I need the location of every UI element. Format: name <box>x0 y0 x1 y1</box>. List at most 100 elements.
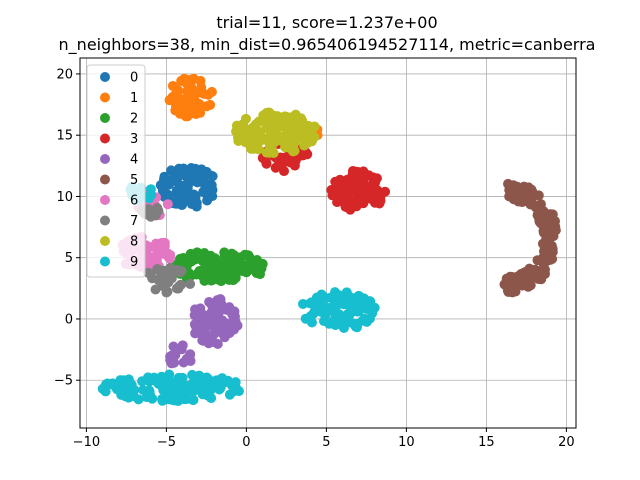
data-point <box>338 318 349 329</box>
data-point <box>300 138 311 149</box>
data-point <box>342 309 353 320</box>
data-point <box>192 247 203 258</box>
data-point <box>185 279 196 290</box>
legend-label: 1 <box>130 91 138 106</box>
data-point <box>538 206 549 217</box>
data-point <box>333 188 344 199</box>
legend-marker <box>100 174 110 185</box>
data-point <box>233 386 244 397</box>
data-point <box>167 92 178 103</box>
data-point <box>147 273 158 284</box>
data-point <box>245 141 256 152</box>
data-point <box>185 74 196 85</box>
data-point <box>539 266 550 277</box>
data-point <box>501 273 512 284</box>
data-point <box>274 158 285 169</box>
data-point <box>229 250 240 261</box>
data-point <box>230 258 241 269</box>
data-point <box>533 190 544 201</box>
legend-marker <box>100 215 110 226</box>
data-point <box>201 386 212 397</box>
data-point <box>174 108 185 119</box>
data-point <box>532 255 543 266</box>
data-point <box>236 266 247 277</box>
series-8 <box>231 107 320 159</box>
data-point <box>126 379 137 390</box>
data-point <box>364 304 375 315</box>
legend-marker <box>100 113 110 123</box>
series-1 <box>164 73 323 145</box>
data-point <box>243 260 254 271</box>
x-tick-label: −10 <box>73 435 100 450</box>
data-point <box>366 183 377 194</box>
data-point <box>149 372 160 383</box>
chart-title-line1: trial=11, score=1.237e+00 <box>216 13 437 32</box>
legend-label: 2 <box>130 112 138 127</box>
data-point <box>508 180 519 191</box>
legend-marker <box>100 256 110 267</box>
data-point <box>305 311 316 322</box>
data-point <box>198 186 209 197</box>
data-point <box>171 99 182 110</box>
data-point <box>206 170 217 181</box>
data-point <box>189 319 200 330</box>
legend-marker <box>100 72 110 82</box>
data-point <box>168 352 179 363</box>
series-9 <box>97 181 380 406</box>
data-points <box>97 73 561 406</box>
data-point <box>523 182 534 193</box>
x-tick-label: 10 <box>398 435 415 450</box>
data-point <box>297 115 308 126</box>
legend-label: 0 <box>130 71 138 86</box>
legend-marker <box>100 133 110 144</box>
data-point <box>184 257 195 268</box>
x-tick-label: −5 <box>157 435 176 450</box>
data-point <box>284 140 295 151</box>
y-tick-label: 20 <box>56 67 73 82</box>
data-point <box>265 113 276 124</box>
series-3 <box>257 138 391 215</box>
data-point <box>106 379 117 390</box>
data-point <box>190 304 201 315</box>
axes-frame <box>79 57 577 429</box>
data-point <box>157 248 168 259</box>
data-point <box>227 321 238 332</box>
data-point <box>201 372 212 383</box>
data-point <box>182 393 193 404</box>
data-point <box>172 171 183 182</box>
data-point <box>201 101 212 112</box>
data-point <box>137 376 148 387</box>
data-point <box>202 253 213 264</box>
data-point <box>369 176 380 187</box>
chart-title-line2: n_neighbors=38, min_dist=0.9654061945271… <box>59 35 596 55</box>
legend-label: 8 <box>130 235 138 250</box>
data-point <box>150 284 161 295</box>
data-point <box>335 174 346 185</box>
data-point <box>206 321 217 332</box>
data-point <box>346 317 357 328</box>
data-point <box>309 121 320 132</box>
series-7 <box>136 202 196 298</box>
series-5 <box>499 178 561 298</box>
data-point <box>264 147 275 158</box>
data-point <box>282 127 293 138</box>
data-point <box>173 283 184 294</box>
data-point <box>285 118 296 129</box>
legend-label: 3 <box>130 132 138 147</box>
data-point <box>197 87 208 98</box>
data-point <box>182 180 193 191</box>
data-point <box>311 292 322 303</box>
data-point <box>292 126 303 137</box>
data-point <box>521 191 532 202</box>
data-point <box>162 199 173 210</box>
legend-marker <box>100 236 110 246</box>
data-point <box>164 179 175 190</box>
data-point <box>550 225 561 236</box>
legend-label: 4 <box>130 153 138 168</box>
data-point <box>316 306 327 317</box>
data-point <box>333 309 344 320</box>
data-point <box>145 184 156 195</box>
data-point <box>206 86 217 97</box>
data-point <box>169 189 180 200</box>
